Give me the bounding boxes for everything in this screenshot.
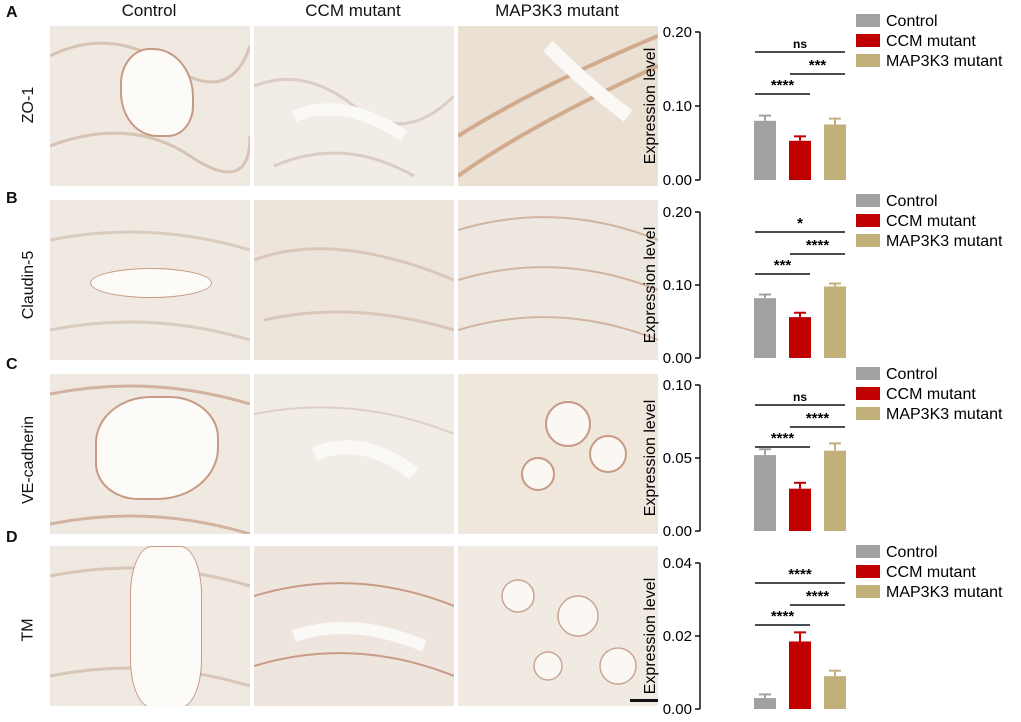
legend-label: Control [886,193,938,210]
significance-label: **** [771,77,795,94]
bar [754,120,776,180]
y-tick-label: 0.20 [663,24,692,41]
legend-swatch [856,367,880,380]
significance-label: **** [788,566,812,583]
y-tick-label: 0.05 [663,450,692,467]
bar [789,317,811,358]
y-axis-label: Expression level [642,578,659,695]
micrograph-a-ccm [254,26,454,186]
row-label-ve-cadherin: VE-cadherin [14,375,44,545]
legend-label: CCM mutant [886,213,976,230]
y-tick-label: 0.00 [663,523,692,540]
y-tick-label: 0.10 [663,377,692,394]
micrograph-c-control [50,374,250,534]
y-tick-label: 0.20 [663,204,692,221]
y-axis-label: Expression level [642,48,659,165]
bar [824,676,846,709]
legend-swatch [856,34,880,47]
bar [824,124,846,180]
legend-swatch [856,407,880,420]
micrograph-d-map3k3 [458,546,658,706]
micrograph-a-map3k3 [458,26,658,186]
bar [824,450,846,531]
y-tick-label: 0.02 [663,628,692,645]
y-tick-label: 0.00 [663,350,692,367]
y-tick-label: 0.10 [663,98,692,115]
legend-label: MAP3K3 mutant [886,53,1003,70]
legend-label: Control [886,544,938,561]
micrograph-d-ccm [254,546,454,706]
significance-label: **** [771,430,795,447]
row-label-tm: TM [14,545,44,715]
marker-label: TM [19,618,37,642]
marker-label: Claudin-5 [20,250,38,320]
bar [754,298,776,358]
y-tick-label: 0.00 [663,701,692,718]
column-header-map3k3-mutant: MAP3K3 mutant [495,1,619,20]
scale-bar [630,699,658,702]
significance-label: **** [771,608,795,625]
panel-letter-b: B [6,190,18,207]
legend-swatch [856,214,880,227]
y-tick-label: 0.10 [663,277,692,294]
micrograph-b-control [50,200,250,360]
micrograph-c-map3k3 [458,374,658,534]
bar [789,140,811,180]
row-label-claudin5: Claudin-5 [14,200,44,370]
micrograph-d-control [50,546,250,706]
legend-label: CCM mutant [886,564,976,581]
significance-label: *** [809,57,827,74]
panel-letter-c: C [6,356,18,373]
y-axis-label: Expression level [642,227,659,344]
legend-label: CCM mutant [886,386,976,403]
legend-swatch [856,585,880,598]
micrograph-b-ccm [254,200,454,360]
micrograph-a-control [50,26,250,186]
bar [789,641,811,709]
bar [754,455,776,531]
legend-swatch [856,545,880,558]
significance-label: ns [793,37,807,51]
legend-swatch [856,234,880,247]
bar [789,488,811,531]
y-tick-label: 0.00 [663,172,692,189]
panel-letter-d: D [6,529,18,546]
row-label-zo1: ZO-1 [14,20,44,190]
column-header-ccm-mutant: CCM mutant [305,1,401,20]
y-tick-label: 0.04 [663,555,692,572]
legend-label: Control [886,13,938,30]
column-header-control: Control [121,1,177,20]
panel-letter-a: A [6,4,18,21]
y-axis-label: Expression level [642,400,659,517]
significance-label: **** [806,410,830,427]
legend-label: CCM mutant [886,33,976,50]
legend-swatch [856,387,880,400]
legend-swatch [856,565,880,578]
legend-label: Control [886,366,938,383]
bar [754,698,776,709]
marker-label: VE-cadherin [20,415,38,505]
significance-label: * [797,215,803,232]
micrograph-b-map3k3 [458,200,658,360]
micrograph-c-ccm [254,374,454,534]
significance-label: *** [774,257,792,274]
significance-label: ns [793,390,807,404]
legend-swatch [856,54,880,67]
significance-label: **** [806,588,830,605]
legend-label: MAP3K3 mutant [886,406,1003,423]
legend-label: MAP3K3 mutant [886,233,1003,250]
marker-label: ZO-1 [20,86,38,124]
legend-label: MAP3K3 mutant [886,584,1003,601]
legend-swatch [856,14,880,27]
legend-swatch [856,194,880,207]
bar [824,286,846,358]
significance-label: **** [806,237,830,254]
